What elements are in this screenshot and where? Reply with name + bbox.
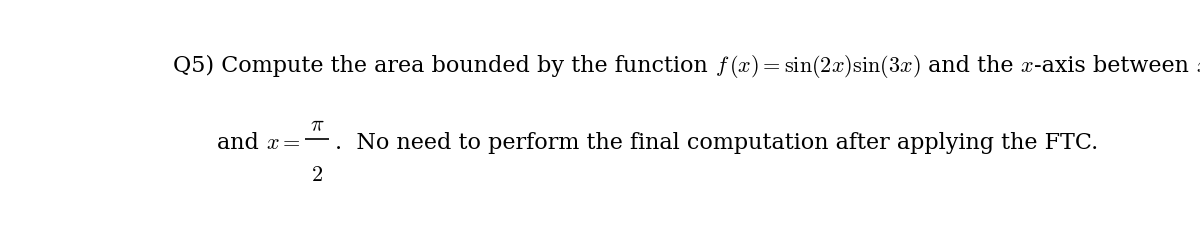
Text: Q5) Compute the area bounded by the function: Q5) Compute the area bounded by the func… — [173, 55, 715, 77]
Text: $x=$: $x=$ — [266, 133, 300, 153]
Text: $x=0$: $x=0$ — [1196, 56, 1200, 76]
Text: $\pi$: $\pi$ — [310, 115, 324, 135]
Text: $2$: $2$ — [311, 165, 323, 185]
Text: $x$: $x$ — [1020, 56, 1034, 76]
Text: -axis between: -axis between — [1034, 55, 1196, 77]
Text: and the: and the — [920, 55, 1020, 77]
Text: $f\,(x)=\sin(2x)\sin(3x)$: $f\,(x)=\sin(2x)\sin(3x)$ — [715, 53, 920, 80]
Text: .  No need to perform the final computation after applying the FTC.: . No need to perform the final computati… — [335, 132, 1098, 154]
Text: and: and — [217, 132, 266, 154]
